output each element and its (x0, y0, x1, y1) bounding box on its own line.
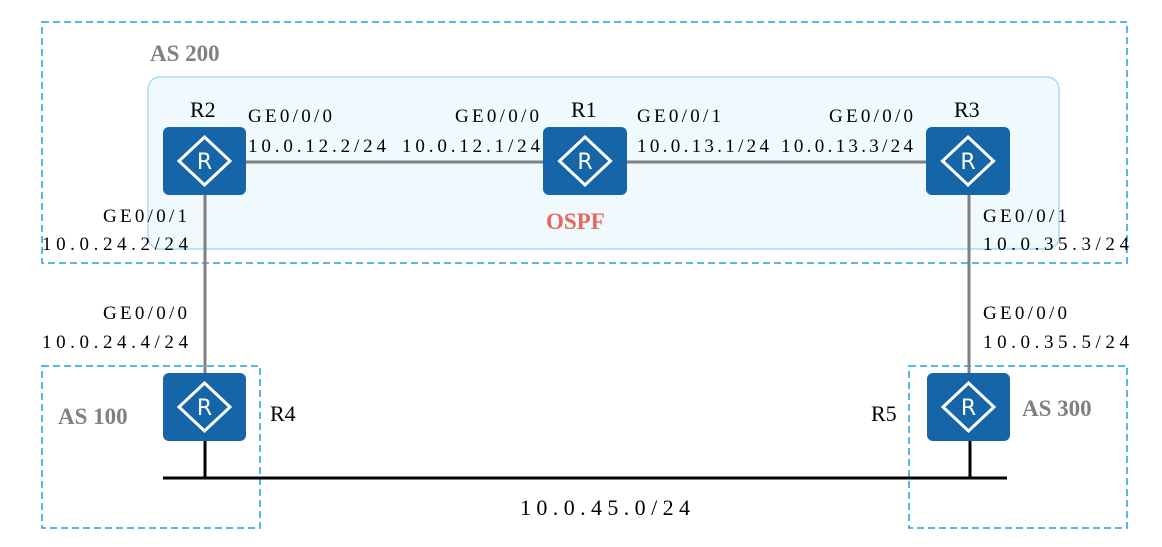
router-r2-name: R2 (190, 97, 216, 122)
svg-text:R: R (961, 396, 976, 421)
router-r5[interactable]: R (927, 373, 1010, 441)
r5-ge000-ip: 10.0.35.5/24 (983, 332, 1130, 353)
as100-boundary (41, 365, 261, 529)
as300-label: AS 300 (1022, 396, 1092, 421)
r5-ge000-label: GE0/0/0 (983, 303, 1067, 324)
router-r2[interactable]: R (163, 127, 246, 195)
router-icon: R (176, 380, 233, 434)
as300-boundary (908, 365, 1128, 529)
router-icon: R (940, 380, 997, 434)
svg-text:R: R (197, 396, 212, 421)
router-r1-name: R1 (571, 97, 597, 122)
router-r4-name: R4 (270, 401, 296, 426)
svg-text:R: R (577, 150, 592, 175)
router-r1[interactable]: R (543, 127, 627, 195)
bus-network-label: 10.0.45.0/24 (520, 495, 690, 520)
r4-ge000-ip: 10.0.24.4/24 (42, 332, 189, 353)
as200-label: AS 200 (150, 41, 220, 66)
ospf-label: OSPF (546, 209, 605, 234)
as200-boundary (41, 21, 1128, 264)
router-r4[interactable]: R (163, 373, 246, 441)
router-icon: R (940, 134, 996, 188)
as100-label: AS 100 (58, 404, 128, 429)
router-r3[interactable]: R (926, 127, 1010, 195)
svg-text:R: R (197, 150, 212, 175)
r2-ge001-ip: 10.0.24.2/24 (42, 234, 189, 255)
router-icon: R (557, 134, 613, 188)
router-r3-name: R3 (954, 97, 980, 122)
router-r5-name: R5 (871, 401, 897, 426)
router-icon: R (176, 134, 233, 188)
r4-ge000-label: GE0/0/0 (103, 303, 187, 324)
svg-text:R: R (960, 150, 975, 175)
